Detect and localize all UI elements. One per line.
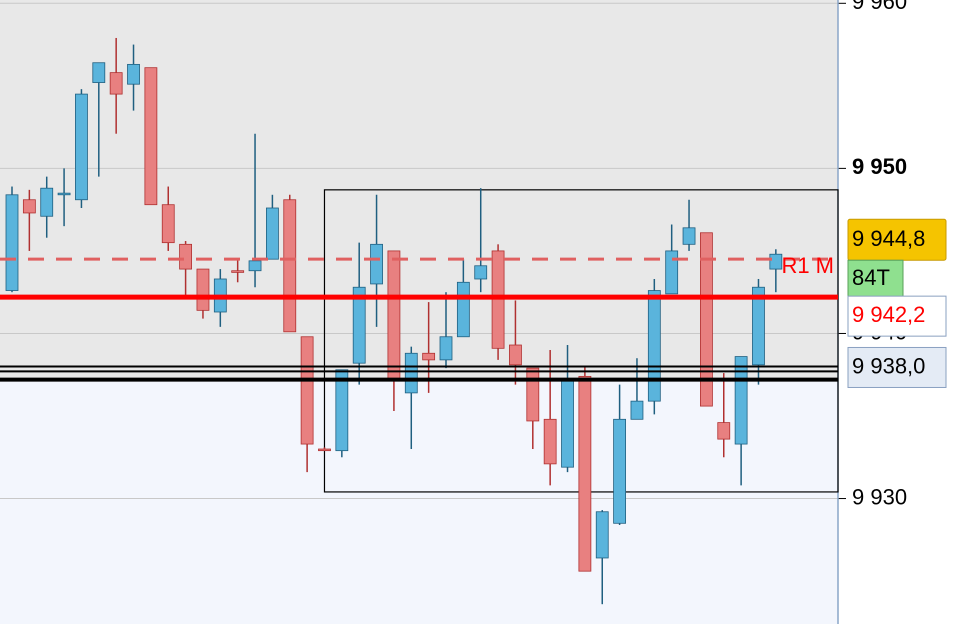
candle-body bbox=[370, 243, 383, 285]
level-label: 9 938,0 bbox=[852, 353, 925, 378]
level-name: R1 M bbox=[781, 253, 834, 278]
candle-body bbox=[647, 290, 661, 402]
candle-body bbox=[300, 336, 314, 445]
candle-body bbox=[22, 199, 36, 214]
candle-body bbox=[387, 250, 401, 381]
price-label: 9 944,8 bbox=[852, 226, 925, 251]
candle-body bbox=[179, 243, 193, 270]
candle-body bbox=[769, 253, 783, 270]
level-box bbox=[847, 346, 947, 388]
candle-body bbox=[92, 62, 106, 83]
candle-body bbox=[509, 344, 522, 366]
y-tick-label: 9 930 bbox=[852, 484, 907, 509]
candle-body bbox=[40, 187, 54, 217]
candle-body bbox=[109, 72, 123, 95]
candle-body bbox=[752, 286, 765, 366]
candle-body bbox=[283, 199, 297, 333]
candle-body bbox=[543, 418, 557, 465]
candle-body bbox=[196, 268, 210, 311]
candle-body bbox=[352, 286, 366, 364]
candle-body bbox=[526, 367, 540, 422]
timer-box bbox=[847, 259, 904, 299]
candle-body bbox=[75, 93, 88, 201]
y-tick-label: 9 950 bbox=[852, 154, 907, 179]
candle-body bbox=[561, 379, 574, 468]
level-label: 9 942,2 bbox=[852, 302, 925, 327]
candle-body bbox=[717, 422, 731, 440]
candle-body bbox=[248, 260, 262, 272]
candle-body bbox=[630, 400, 644, 420]
timer-label: 84T bbox=[852, 265, 890, 290]
plot-bg-lower bbox=[0, 379, 838, 624]
candle-body bbox=[404, 352, 418, 394]
candle-body bbox=[318, 448, 331, 452]
candle-body bbox=[700, 232, 713, 407]
candle-body bbox=[439, 336, 453, 361]
candle-body bbox=[682, 227, 696, 245]
candle-body bbox=[57, 192, 71, 196]
y-tick-label: 9 960 bbox=[852, 0, 907, 14]
candle-body bbox=[422, 352, 436, 361]
candle-body bbox=[5, 194, 19, 291]
candle-body bbox=[474, 265, 488, 280]
candle-body bbox=[144, 67, 158, 206]
candle-body bbox=[456, 281, 470, 338]
candle-body bbox=[127, 63, 140, 85]
candle-body bbox=[734, 356, 748, 445]
level-box bbox=[847, 295, 947, 337]
candle-body bbox=[231, 270, 245, 273]
candle-body bbox=[265, 207, 279, 260]
candle-body bbox=[161, 204, 175, 244]
candle-body bbox=[613, 418, 626, 524]
candle-body bbox=[578, 375, 592, 572]
candle-body bbox=[335, 369, 349, 452]
candle-body bbox=[595, 511, 609, 559]
candle-body bbox=[665, 250, 679, 295]
